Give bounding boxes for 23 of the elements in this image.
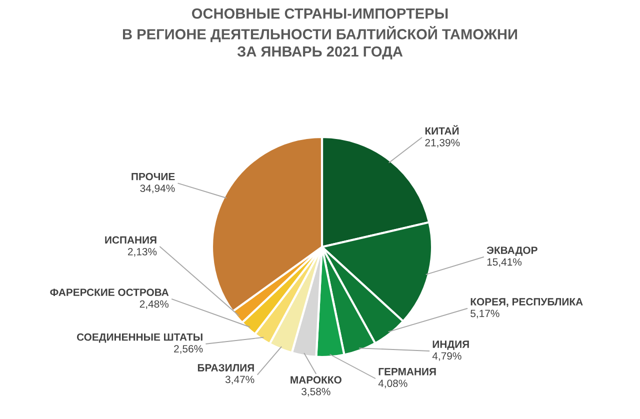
slice-label: ГЕРМАНИЯ	[378, 368, 436, 376]
slice-label: СОЕДИНЕННЫЕ ШТАТЫ	[76, 333, 202, 343]
slice-label: ФАРЕРСКИЕ ОСТРОВА	[50, 288, 169, 296]
slice-label: МАРОККО	[290, 376, 342, 384]
data-label: 4,08%	[378, 380, 408, 388]
data-label: 15,41%	[487, 258, 522, 267]
data-label: 4,79%	[432, 352, 462, 361]
slice-label: КОРЕЯ, РЕСПУБЛИКА	[470, 298, 583, 307]
slice-label: ИСПАНИЯ	[105, 236, 156, 244]
data-label: 2,56%	[174, 345, 203, 354]
slice-label: КИТАЙ	[425, 125, 459, 135]
slice-label: ИНДИЯ	[432, 340, 469, 350]
slice-label: ЭКВАДОР	[486, 246, 538, 256]
data-label: 2,48%	[140, 300, 169, 309]
data-label: 3,58%	[302, 388, 330, 396]
slice-label: ПРОЧИЕ	[132, 172, 175, 180]
data-label: 2,13%	[128, 248, 157, 257]
data-label: 34,94%	[140, 184, 175, 194]
slice-label: БРАЗИЛИЯ	[198, 364, 254, 372]
data-label: 3,47%	[225, 376, 254, 384]
data-label: 21,39%	[425, 138, 460, 148]
data-label: 5,17%	[470, 310, 500, 318]
chart-title: ОСНОВНЫЕ СТРАНЫ-ИМПОРТЕРЫ В РЕГИОНЕ ДЕЯТЕЛЬНОСТИ БАЛТИЙСКОЙ ТАМОЖНИ ЗА ЯНВАРЬ 2021 ГОДА	[123, 8, 517, 60]
